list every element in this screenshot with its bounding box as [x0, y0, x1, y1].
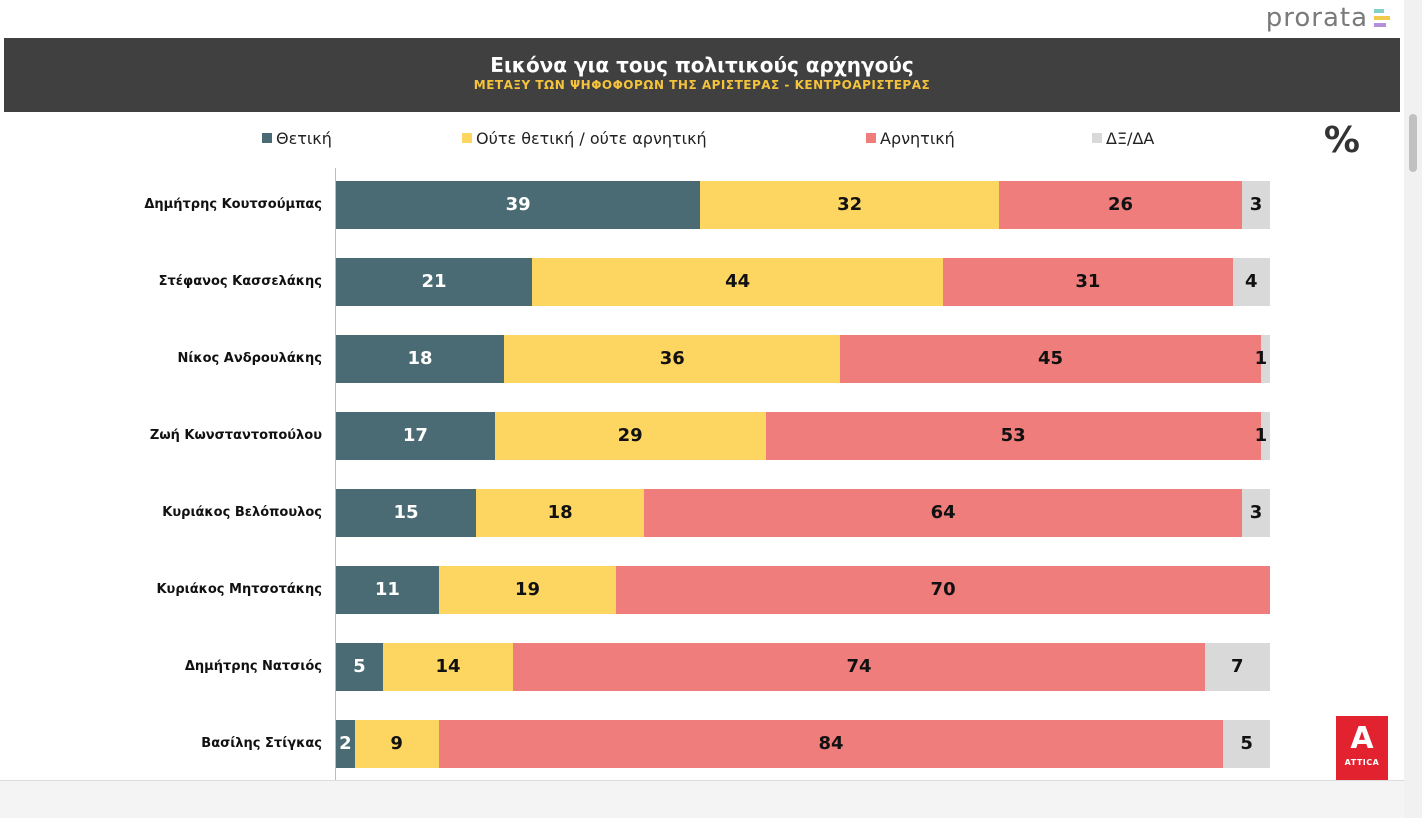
category-label: Δημήτρης Κουτσούμπας	[144, 197, 322, 212]
prorata-logo: prorata	[1266, 0, 1392, 36]
vertical-scrollbar[interactable]	[1404, 0, 1422, 818]
bar-segment-positive	[336, 643, 383, 691]
bar-segment-positive	[336, 181, 701, 229]
data-label-neutral: 44	[725, 271, 751, 292]
data-label-neutral: 32	[837, 194, 863, 215]
bar-segment-neutral	[494, 412, 766, 460]
data-label-neutral: 19	[514, 579, 540, 600]
legend-label-neutral: Ούτε θετική / ούτε αρνητική	[476, 128, 707, 148]
data-label-neutral: 36	[659, 348, 685, 369]
legend-swatch-negative	[866, 133, 876, 143]
bar-segment-negative	[943, 258, 1233, 306]
data-label-neutral: 9	[390, 733, 403, 754]
attica-logo-letter: A	[1350, 721, 1374, 756]
bar-segment-positive	[336, 720, 355, 768]
category-label: Κυριάκος Μητσοτάκης	[156, 582, 322, 597]
data-label-negative: 53	[1000, 425, 1026, 446]
data-label-dk: 7	[1231, 656, 1244, 677]
bar-segment-negative	[644, 489, 1242, 537]
data-label-dk: 4	[1245, 271, 1258, 292]
bar-segment-dk	[1241, 489, 1270, 537]
bar-segment-neutral	[382, 643, 514, 691]
brand-name: prorata	[1265, 3, 1368, 33]
legend-swatch-dk	[1092, 133, 1102, 143]
data-label-positive: 2	[339, 733, 352, 754]
data-label-dk: 5	[1240, 733, 1253, 754]
bar-segment-dk	[1260, 335, 1270, 383]
legend-label-dk: ΔΞ/ΔΑ	[1106, 128, 1155, 148]
data-label-negative: 74	[846, 656, 872, 677]
legend-negative: Αρνητική	[866, 128, 955, 148]
bar-segment-neutral	[354, 720, 439, 768]
brand-mark-icon	[1374, 8, 1392, 28]
chart-slide: prorata Εικόνα για τους πολιτικούς αρχηγ…	[0, 0, 1404, 781]
data-label-negative: 26	[1108, 194, 1134, 215]
data-label-negative: 70	[930, 579, 956, 600]
category-label: Στέφανος Κασσελάκης	[158, 274, 322, 289]
data-label-positive: 15	[393, 502, 419, 523]
category-label: Βασίλης Στίγκας	[201, 736, 322, 751]
legend-neutral: Ούτε θετική / ούτε αρνητική	[462, 128, 707, 148]
data-label-positive: 11	[374, 579, 400, 600]
data-label-neutral: 18	[547, 502, 573, 523]
chart-title: Εικόνα για τους πολιτικούς αρχηγούς	[490, 53, 914, 77]
bar-segment-dk	[1223, 720, 1270, 768]
data-label-positive: 17	[402, 425, 428, 446]
category-label: Κυριάκος Βελόπουλος	[162, 505, 322, 520]
legend-positive: Θετική	[262, 128, 332, 148]
percent-unit-label: %	[1323, 120, 1360, 161]
bar-segment-positive	[336, 489, 477, 537]
bar-segment-positive	[336, 335, 505, 383]
data-label-dk: 3	[1249, 502, 1263, 523]
bar-segment-negative	[999, 181, 1242, 229]
legend-swatch-neutral	[462, 133, 472, 143]
bar-segment-positive	[336, 258, 533, 306]
legend-label-positive: Θετική	[276, 128, 332, 148]
bar-segment-neutral	[438, 566, 617, 614]
title-bar: Εικόνα για τους πολιτικούς αρχηγούς ΜΕΤΑ…	[4, 38, 1400, 112]
category-label: Δημήτρης Νατσιός	[184, 659, 322, 674]
bar-segment-positive	[336, 566, 439, 614]
chart-subtitle: ΜΕΤΑΞΥ ΤΩΝ ΨΗΦΟΦΟΡΩΝ ΤΗΣ ΑΡΙΣΤΕΡΑΣ - ΚΕΝ…	[473, 78, 931, 92]
attica-logo-text: ATTICA	[1344, 758, 1380, 767]
bar-segment-negative	[438, 720, 1224, 768]
bar-segment-negative	[840, 335, 1261, 383]
category-axis-line	[335, 168, 336, 780]
legend-swatch-positive	[262, 133, 272, 143]
data-label-positive: 21	[421, 271, 447, 292]
data-label-positive: 5	[353, 656, 366, 677]
data-label-neutral: 14	[435, 656, 461, 677]
data-label-dk: 1	[1254, 425, 1268, 446]
scrollbar-thumb[interactable]	[1409, 114, 1417, 172]
bar-segment-dk	[1204, 643, 1270, 691]
data-label-positive: 18	[407, 348, 433, 369]
attica-logo: A ATTICA	[1336, 716, 1388, 780]
bar-segment-negative	[616, 566, 1270, 614]
bar-segment-negative	[765, 412, 1261, 460]
legend-dk: ΔΞ/ΔΑ	[1092, 128, 1154, 148]
bar-segment-dk	[1260, 412, 1270, 460]
data-label-positive: 39	[505, 194, 531, 215]
category-label: Ζωή Κωνσταντοπούλου	[149, 428, 322, 443]
bar-segment-neutral	[700, 181, 1000, 229]
data-label-dk: 3	[1249, 194, 1263, 215]
bar-segment-neutral	[504, 335, 841, 383]
legend-label-negative: Αρνητική	[880, 128, 955, 148]
data-label-neutral: 29	[617, 425, 643, 446]
bar-segment-dk	[1232, 258, 1270, 306]
bar-segment-positive	[336, 412, 495, 460]
category-label: Νίκος Ανδρουλάκης	[177, 351, 322, 366]
data-label-negative: 45	[1037, 348, 1064, 369]
data-label-negative: 31	[1075, 271, 1101, 292]
data-label-negative: 64	[930, 502, 956, 523]
data-label-negative: 84	[818, 733, 844, 754]
data-label-dk: 1	[1254, 348, 1268, 369]
bar-segment-negative	[513, 643, 1205, 691]
bar-segment-neutral	[532, 258, 944, 306]
bar-segment-dk	[1241, 181, 1270, 229]
bar-segment-neutral	[476, 489, 645, 537]
